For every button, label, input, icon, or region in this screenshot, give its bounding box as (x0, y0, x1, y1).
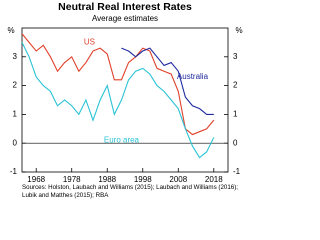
y-unit-right: % (235, 26, 242, 35)
x-tick-label: 1968 (27, 175, 45, 184)
y-tick-label-right: 1 (233, 110, 238, 119)
chart: Neutral Real Interest Rates Average esti… (7, 1, 242, 184)
y-tick-label-right: 3 (233, 52, 238, 61)
chart-subtitle: Average estimates (92, 14, 158, 23)
series-label: Euro area (104, 135, 140, 144)
series-line (121, 47, 214, 115)
page: {"chart_data": {"type": "line", "title":… (7, 0, 243, 199)
y-tick-label-right: 0 (233, 138, 238, 147)
x-tick-label: 2008 (169, 175, 187, 184)
y-tick-label: 2 (13, 81, 18, 90)
y-tick-label-right: -1 (233, 167, 241, 176)
y-tick-label: 3 (13, 52, 18, 61)
x-tick-label: 2018 (205, 175, 223, 184)
y-tick-label: 0 (13, 138, 18, 147)
chart-title: Neutral Real Interest Rates (58, 1, 192, 13)
plot-frame (21, 27, 229, 173)
y-unit-left: % (7, 26, 14, 35)
y-tick-label: -1 (10, 167, 18, 176)
x-tick-label: 1988 (98, 175, 116, 184)
series-line (21, 42, 215, 159)
source-note: Sources: Holston, Laubach and Williams (… (22, 184, 238, 199)
x-tick-label: 1978 (63, 175, 81, 184)
series-line (21, 33, 215, 136)
series-label: Australia (177, 72, 209, 81)
y-tick-label-right: 2 (233, 81, 238, 90)
y-tick-label: 1 (13, 110, 18, 119)
series-label: US (84, 38, 95, 47)
x-tick-label: 1998 (134, 175, 152, 184)
